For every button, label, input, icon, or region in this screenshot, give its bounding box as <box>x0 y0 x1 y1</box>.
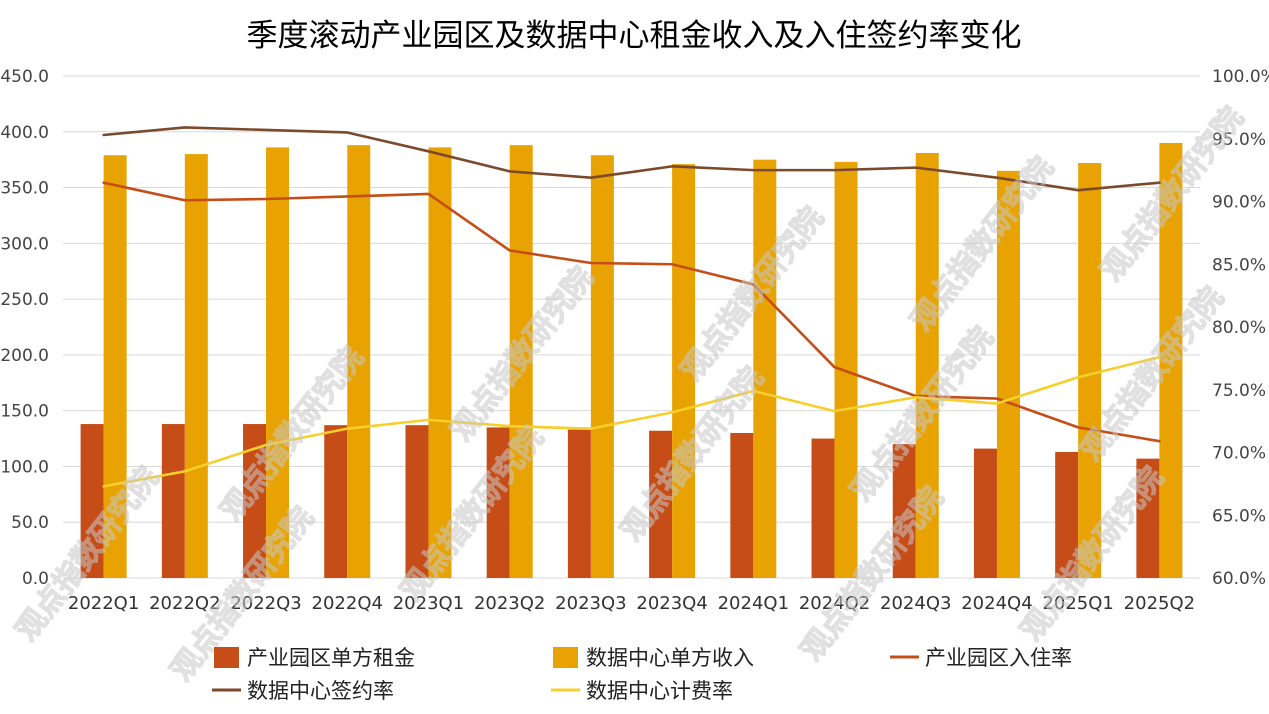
category-label: 2024Q4 <box>961 593 1032 614</box>
category-label: 2025Q1 <box>1042 593 1113 614</box>
bar-park-rent <box>567 429 591 578</box>
category-label: 2023Q4 <box>636 593 707 614</box>
bar-dc-income <box>347 145 371 579</box>
legend-swatch <box>214 647 239 668</box>
category-label: 2024Q2 <box>799 593 870 614</box>
category-label: 2022Q2 <box>149 593 220 614</box>
bar-dc-income <box>266 147 290 578</box>
bars <box>80 142 1183 579</box>
legend-label: 数据中心计费率 <box>586 679 733 703</box>
right-tick-label: 70.0% <box>1212 444 1266 464</box>
right-tick-label: 95.0% <box>1212 130 1266 150</box>
right-tick-label: 60.0% <box>1212 569 1266 589</box>
right-tick-label: 80.0% <box>1212 318 1266 338</box>
left-tick-label: 400.0 <box>0 123 49 143</box>
legend-swatch <box>553 647 578 668</box>
bar-park-rent <box>1055 451 1079 578</box>
bar-dc-income <box>1078 163 1102 578</box>
bar-park-rent <box>892 444 916 578</box>
right-tick-label: 90.0% <box>1212 193 1266 213</box>
bar-park-rent <box>811 438 835 578</box>
category-label: 2024Q1 <box>718 593 789 614</box>
bar-park-rent <box>243 424 267 578</box>
left-tick-label: 300.0 <box>0 234 49 254</box>
right-tick-label: 65.0% <box>1212 506 1266 526</box>
category-label: 2022Q1 <box>68 593 139 614</box>
legend-label: 产业园区单方租金 <box>247 646 415 670</box>
left-tick-label: 150.0 <box>0 402 49 422</box>
left-tick-label: 50.0 <box>11 513 49 533</box>
bar-dc-income <box>996 170 1020 579</box>
left-tick-label: 350.0 <box>0 179 49 199</box>
bar-dc-income <box>753 159 777 578</box>
right-tick-label: 75.0% <box>1212 381 1266 401</box>
line-park-occupancy <box>102 181 1161 443</box>
lines <box>102 126 1161 488</box>
right-tick-label: 100.0% <box>1212 67 1269 87</box>
left-tick-label: 0.0 <box>22 569 49 589</box>
bar-dc-income <box>103 155 127 578</box>
chart-title: 季度滚动产业园区及数据中心租金收入及入住签约率变化 <box>247 18 1022 54</box>
category-label: 2023Q1 <box>393 593 464 614</box>
bar-dc-income <box>428 147 452 578</box>
bar-dc-income <box>184 154 208 579</box>
axes: 0.0 50.0 100.0 150.0 200.0 250.0 300.0 350.0 400… <box>0 67 1269 614</box>
left-tick-label: 200.0 <box>0 346 49 366</box>
left-tick-label: 450.0 <box>0 67 49 87</box>
watermark-text: 观点指数研究院 <box>674 201 831 388</box>
legend-dc-billing: 数据中心计费率 <box>551 679 733 703</box>
category-label: 2023Q2 <box>474 593 545 614</box>
legend-label: 数据中心单方收入 <box>586 646 754 670</box>
legend-label: 数据中心签约率 <box>247 679 394 703</box>
legend-dc-signing: 数据中心签约率 <box>212 679 394 703</box>
left-tick-label: 100.0 <box>0 457 49 477</box>
bar-park-rent <box>649 430 673 578</box>
left-tick-label: 250.0 <box>0 290 49 310</box>
bar-park-rent <box>161 424 185 578</box>
bar-park-rent <box>973 448 997 578</box>
bar-park-rent <box>405 425 429 578</box>
category-label: 2022Q4 <box>312 593 383 614</box>
legend-label: 产业园区入住率 <box>925 646 1072 670</box>
legend-dc-income: 数据中心单方收入 <box>553 646 754 670</box>
bar-park-rent <box>324 425 348 578</box>
bar-park-rent <box>486 427 510 578</box>
legend-park-rent: 产业园区单方租金 <box>214 646 415 670</box>
bar-dc-income <box>915 152 939 578</box>
bar-dc-income <box>590 155 614 578</box>
category-label: 2025Q2 <box>1124 593 1195 614</box>
category-label: 2022Q3 <box>230 593 301 614</box>
category-label: 2023Q3 <box>555 593 626 614</box>
bar-park-rent <box>1136 458 1160 578</box>
right-tick-label: 85.0% <box>1212 255 1266 275</box>
bar-dc-income <box>1159 142 1183 578</box>
bar-park-rent <box>730 432 754 578</box>
legend-park-occupancy: 产业园区入住率 <box>890 646 1072 670</box>
bar-park-rent <box>80 424 104 578</box>
line-dc-signing <box>102 126 1161 192</box>
line-dc-billing <box>102 355 1161 488</box>
category-label: 2024Q3 <box>880 593 951 614</box>
